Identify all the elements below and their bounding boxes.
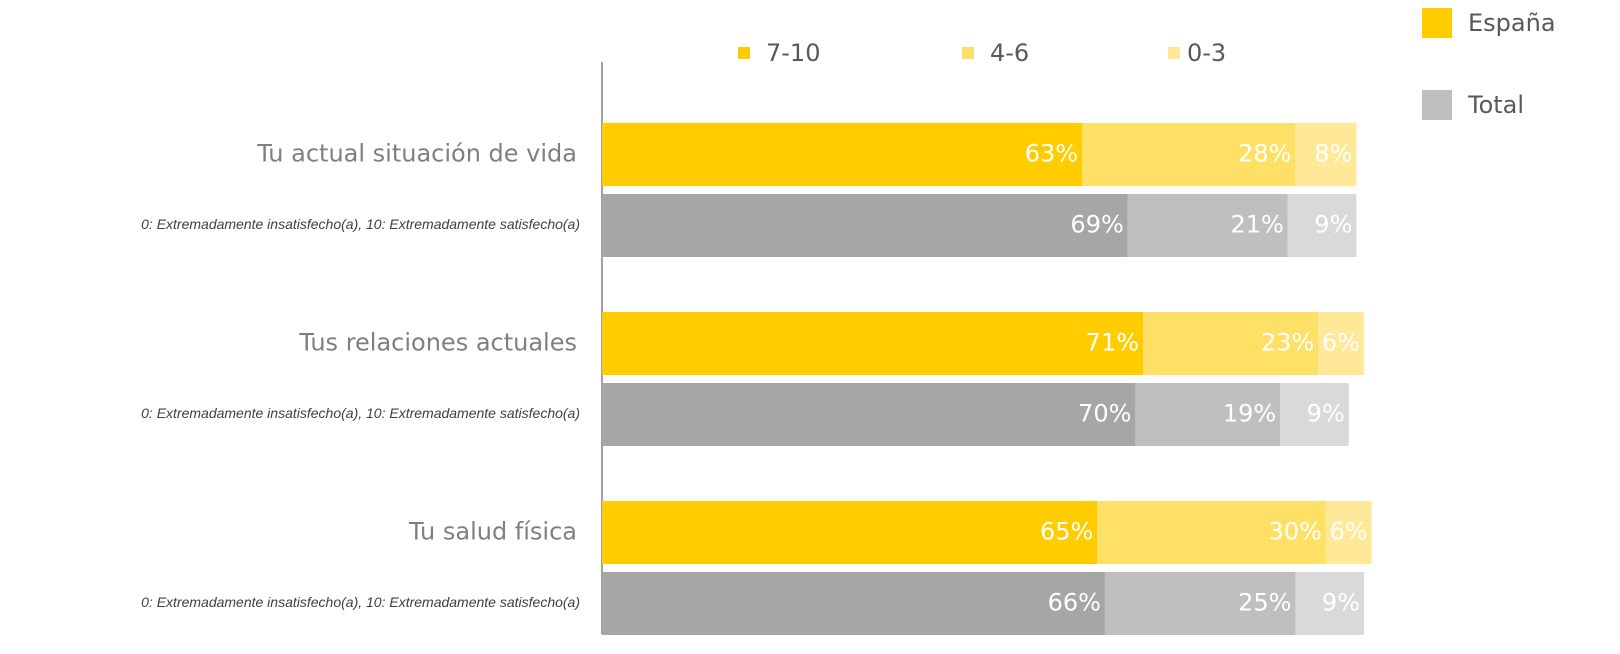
value-label: 19% bbox=[1223, 400, 1276, 428]
value-label: 6% bbox=[1322, 329, 1360, 357]
bar-segment bbox=[602, 501, 1098, 564]
legend-label: España bbox=[1468, 9, 1556, 37]
value-label: 6% bbox=[1330, 518, 1368, 546]
legend-label: 4-6 bbox=[990, 39, 1029, 67]
bar-segment bbox=[602, 572, 1105, 635]
bar-segment bbox=[1082, 123, 1296, 186]
legend-swatch bbox=[1422, 8, 1452, 38]
category-label: Tus relaciones actuales bbox=[298, 329, 577, 357]
bar-segment bbox=[1295, 123, 1357, 186]
bar-segment bbox=[602, 312, 1144, 375]
bar-segment bbox=[1097, 501, 1326, 564]
bar-segment bbox=[602, 383, 1136, 446]
category-subtitle: 0: Extremadamente insatisfecho(a), 10: E… bbox=[141, 216, 580, 232]
value-label: 23% bbox=[1261, 329, 1314, 357]
bar-segment bbox=[602, 123, 1083, 186]
value-label: 71% bbox=[1086, 329, 1139, 357]
value-label: 69% bbox=[1070, 211, 1123, 239]
legend-swatch bbox=[738, 47, 750, 59]
legend-swatch bbox=[1168, 47, 1180, 59]
category-label: Tu actual situación de vida bbox=[256, 140, 577, 168]
bar-segment bbox=[1295, 572, 1364, 635]
value-label: 28% bbox=[1238, 140, 1291, 168]
bar-segment bbox=[1318, 312, 1364, 375]
bar-segment bbox=[1287, 194, 1357, 257]
legend-label: 0-3 bbox=[1187, 39, 1226, 67]
value-label: 63% bbox=[1025, 140, 1078, 168]
bar-segment bbox=[1127, 194, 1288, 257]
value-label: 30% bbox=[1269, 518, 1322, 546]
legend-label: Total bbox=[1467, 91, 1524, 119]
value-label: 8% bbox=[1314, 140, 1352, 168]
value-label: 9% bbox=[1314, 211, 1352, 239]
legend-swatch bbox=[1422, 90, 1452, 120]
value-label: 9% bbox=[1322, 589, 1360, 617]
value-label: 9% bbox=[1307, 400, 1345, 428]
value-label: 65% bbox=[1040, 518, 1093, 546]
bar-segment bbox=[1280, 383, 1349, 446]
value-label: 21% bbox=[1230, 211, 1283, 239]
legend-swatch bbox=[962, 47, 974, 59]
bar-segment bbox=[1135, 383, 1281, 446]
value-label: 25% bbox=[1238, 589, 1291, 617]
bar-segment bbox=[602, 194, 1128, 257]
category-subtitle: 0: Extremadamente insatisfecho(a), 10: E… bbox=[141, 405, 580, 421]
value-label: 70% bbox=[1078, 400, 1131, 428]
bar-segment bbox=[1143, 312, 1319, 375]
category-subtitle: 0: Extremadamente insatisfecho(a), 10: E… bbox=[141, 594, 580, 610]
legend-label: 7-10 bbox=[766, 39, 820, 67]
bar-segment bbox=[1104, 572, 1296, 635]
value-label: 66% bbox=[1048, 589, 1101, 617]
category-label: Tu salud física bbox=[408, 518, 577, 546]
bar-segment bbox=[1325, 501, 1372, 564]
